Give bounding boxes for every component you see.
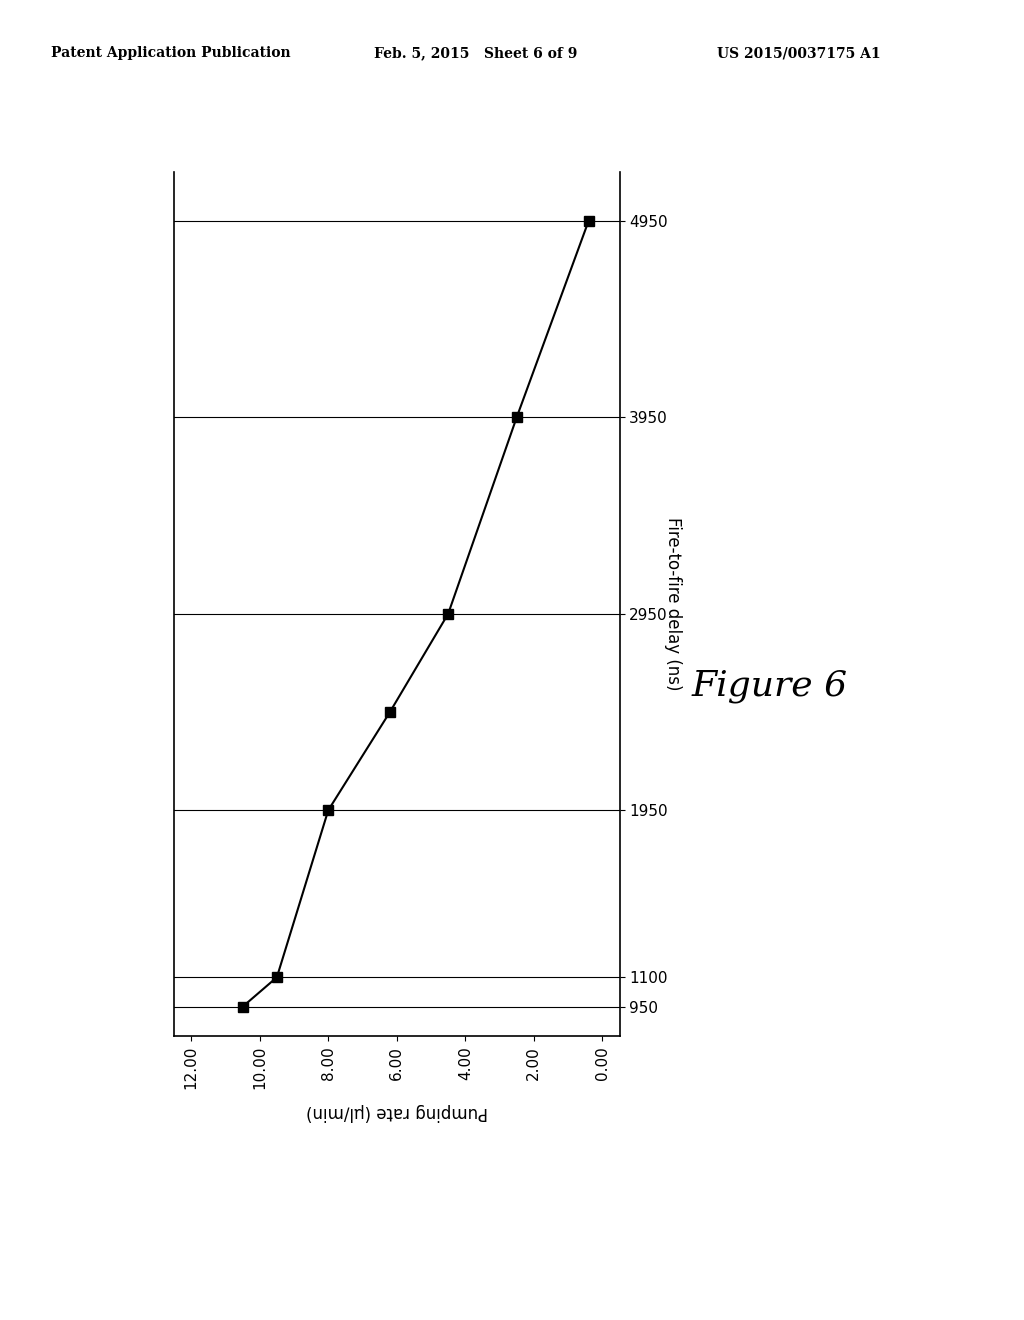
Text: Figure 6: Figure 6 xyxy=(691,669,847,704)
Text: Patent Application Publication: Patent Application Publication xyxy=(51,46,291,61)
Text: Feb. 5, 2015   Sheet 6 of 9: Feb. 5, 2015 Sheet 6 of 9 xyxy=(374,46,578,61)
X-axis label: Pumping rate (µl/min): Pumping rate (µl/min) xyxy=(306,1104,487,1121)
Y-axis label: Fire-to-fire delay (ns): Fire-to-fire delay (ns) xyxy=(664,517,682,690)
Text: US 2015/0037175 A1: US 2015/0037175 A1 xyxy=(717,46,881,61)
